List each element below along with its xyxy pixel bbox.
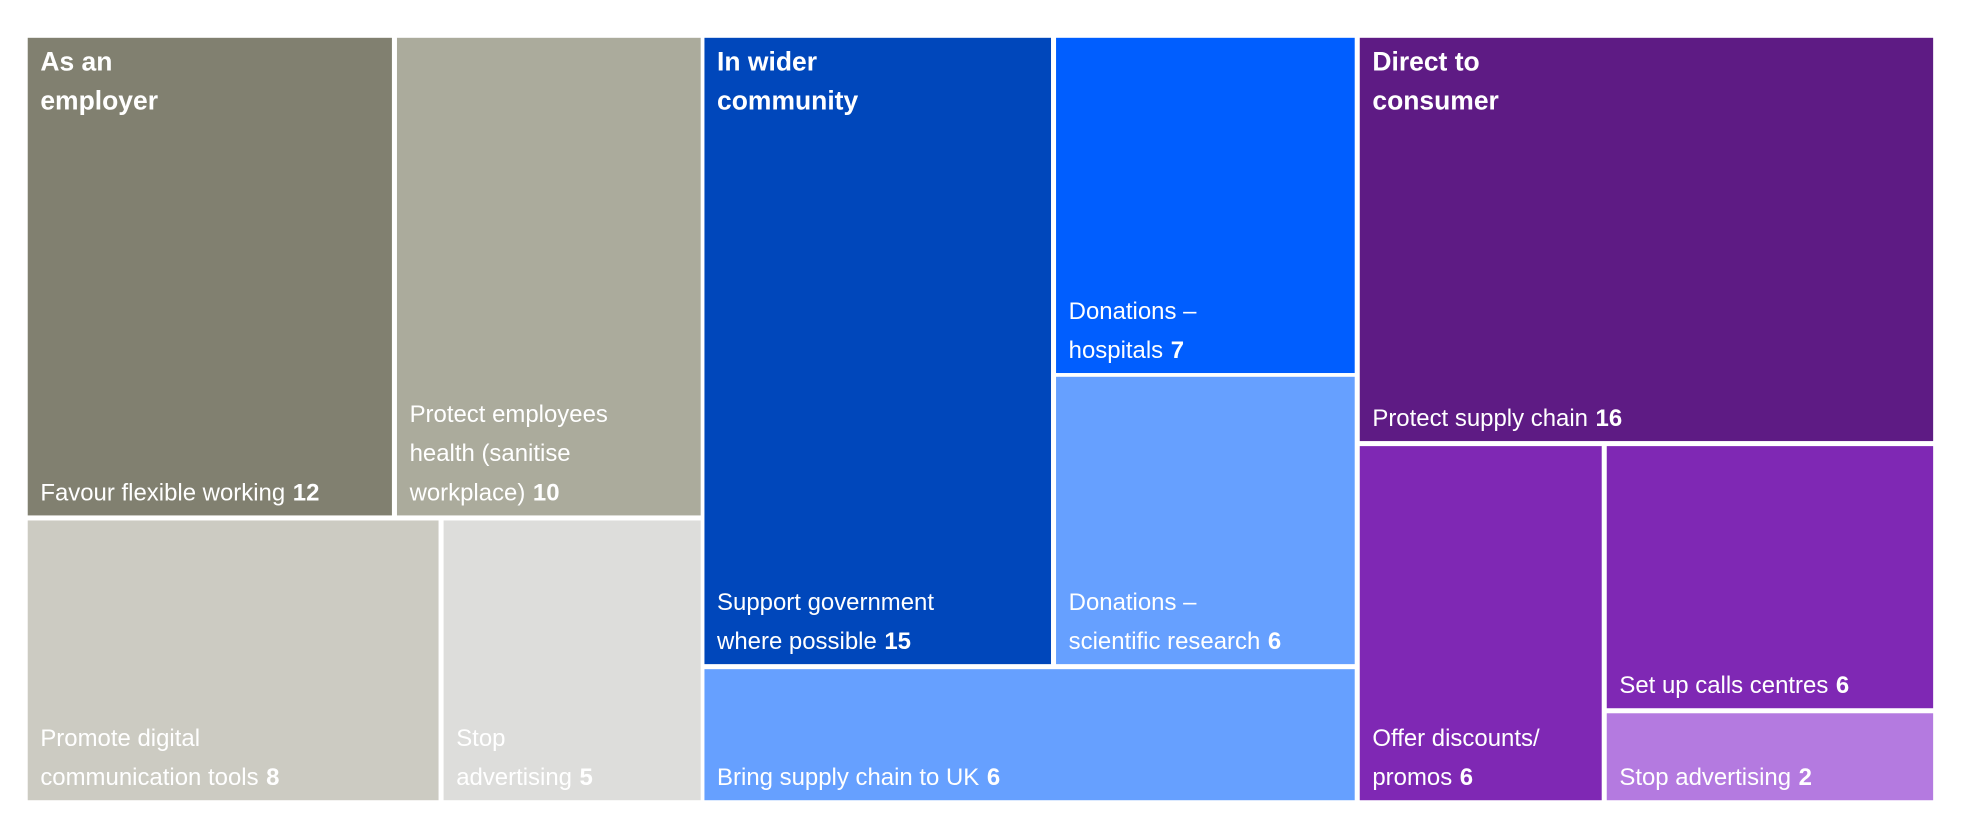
cell-label-text: Bring supply chain to UK: [717, 764, 980, 792]
group-title: Direct to consumer: [1372, 47, 1499, 116]
treemap-cell: Stop advertising 5: [443, 520, 701, 801]
group-title: As an employer: [40, 47, 158, 116]
cell-label-text: Protect supply chain: [1372, 405, 1588, 433]
treemap-cell: Donations – scientific research 6: [1056, 376, 1355, 665]
treemap-cell: Bring supply chain to UK 6: [704, 669, 1355, 801]
cell-value: 7: [1170, 337, 1185, 365]
cell-value: 2: [1798, 764, 1812, 792]
cell-value: 5: [579, 764, 593, 792]
treemap-cell: Set up calls centres 6: [1606, 446, 1934, 709]
cell-label-text: Set up calls centres: [1619, 672, 1829, 700]
cell-label: Donations – hospitals 7: [1069, 292, 1348, 370]
cell-label: Protect employees health (sanitise workpla…: [410, 396, 694, 513]
treemap-cell: Support government where possible 15 In wid…: [704, 37, 1052, 665]
treemap-cell: Protect supply chain 16 Direct to consumer: [1359, 37, 1934, 442]
cell-label: Bring supply chain to UK 6: [717, 759, 1347, 798]
cell-label: Protect supply chain 16: [1372, 399, 1925, 438]
cell-label-text: Promote digital communication tools: [40, 725, 259, 792]
cell-label: Set up calls centres 6: [1619, 667, 1925, 706]
treemap-cell: Promote digital communication tools 8: [27, 520, 439, 801]
cell-value: 6: [986, 764, 1001, 792]
cell-label: Stop advertising 2: [1619, 759, 1925, 798]
cell-label: Stop advertising 5: [456, 720, 693, 798]
cell-label-text: Stop advertising: [456, 725, 572, 792]
treemap-cell: Protect employees health (sanitise workpla…: [396, 37, 701, 516]
treemap-cell: Donations – hospitals 7: [1056, 37, 1355, 374]
cell-label-text: Favour flexible working: [40, 480, 286, 507]
treemap-cell: Stop advertising 2: [1606, 713, 1934, 801]
cell-label: Promote digital communication tools 8: [40, 720, 431, 798]
cell-value: 6: [1459, 764, 1474, 792]
cell-label: Support government where possible 15: [717, 583, 1043, 661]
cell-label: Offer discounts/promos 6: [1372, 720, 1594, 798]
cell-label-text: Support government where possible: [717, 589, 935, 656]
cell-value: 16: [1595, 405, 1623, 433]
cell-label-text: Protect employees health (sanitise workpla…: [409, 402, 608, 507]
cell-value: 8: [266, 764, 280, 792]
cell-value: 12: [292, 480, 320, 507]
cell-label: Favour flexible working 12: [40, 474, 384, 513]
treemap-cell: Offer discounts/promos 6: [1359, 446, 1602, 801]
cell-value: 15: [884, 628, 911, 656]
cell-label-text: Donations – hospitals: [1068, 298, 1197, 365]
cell-label-text: Stop advertising: [1619, 764, 1792, 792]
cell-value: 6: [1267, 628, 1282, 656]
cell-label-text: Donations – scientific research: [1068, 589, 1261, 656]
cell-label-text: Offer discounts/promos: [1372, 725, 1540, 792]
group-title: In wider community: [717, 47, 859, 116]
cell-label: Donations – scientific research 6: [1069, 583, 1348, 661]
cell-value: 6: [1835, 672, 1850, 700]
treemap-cell: Favour flexible working 12 As an employer: [27, 37, 392, 516]
cell-value: 10: [532, 480, 560, 507]
